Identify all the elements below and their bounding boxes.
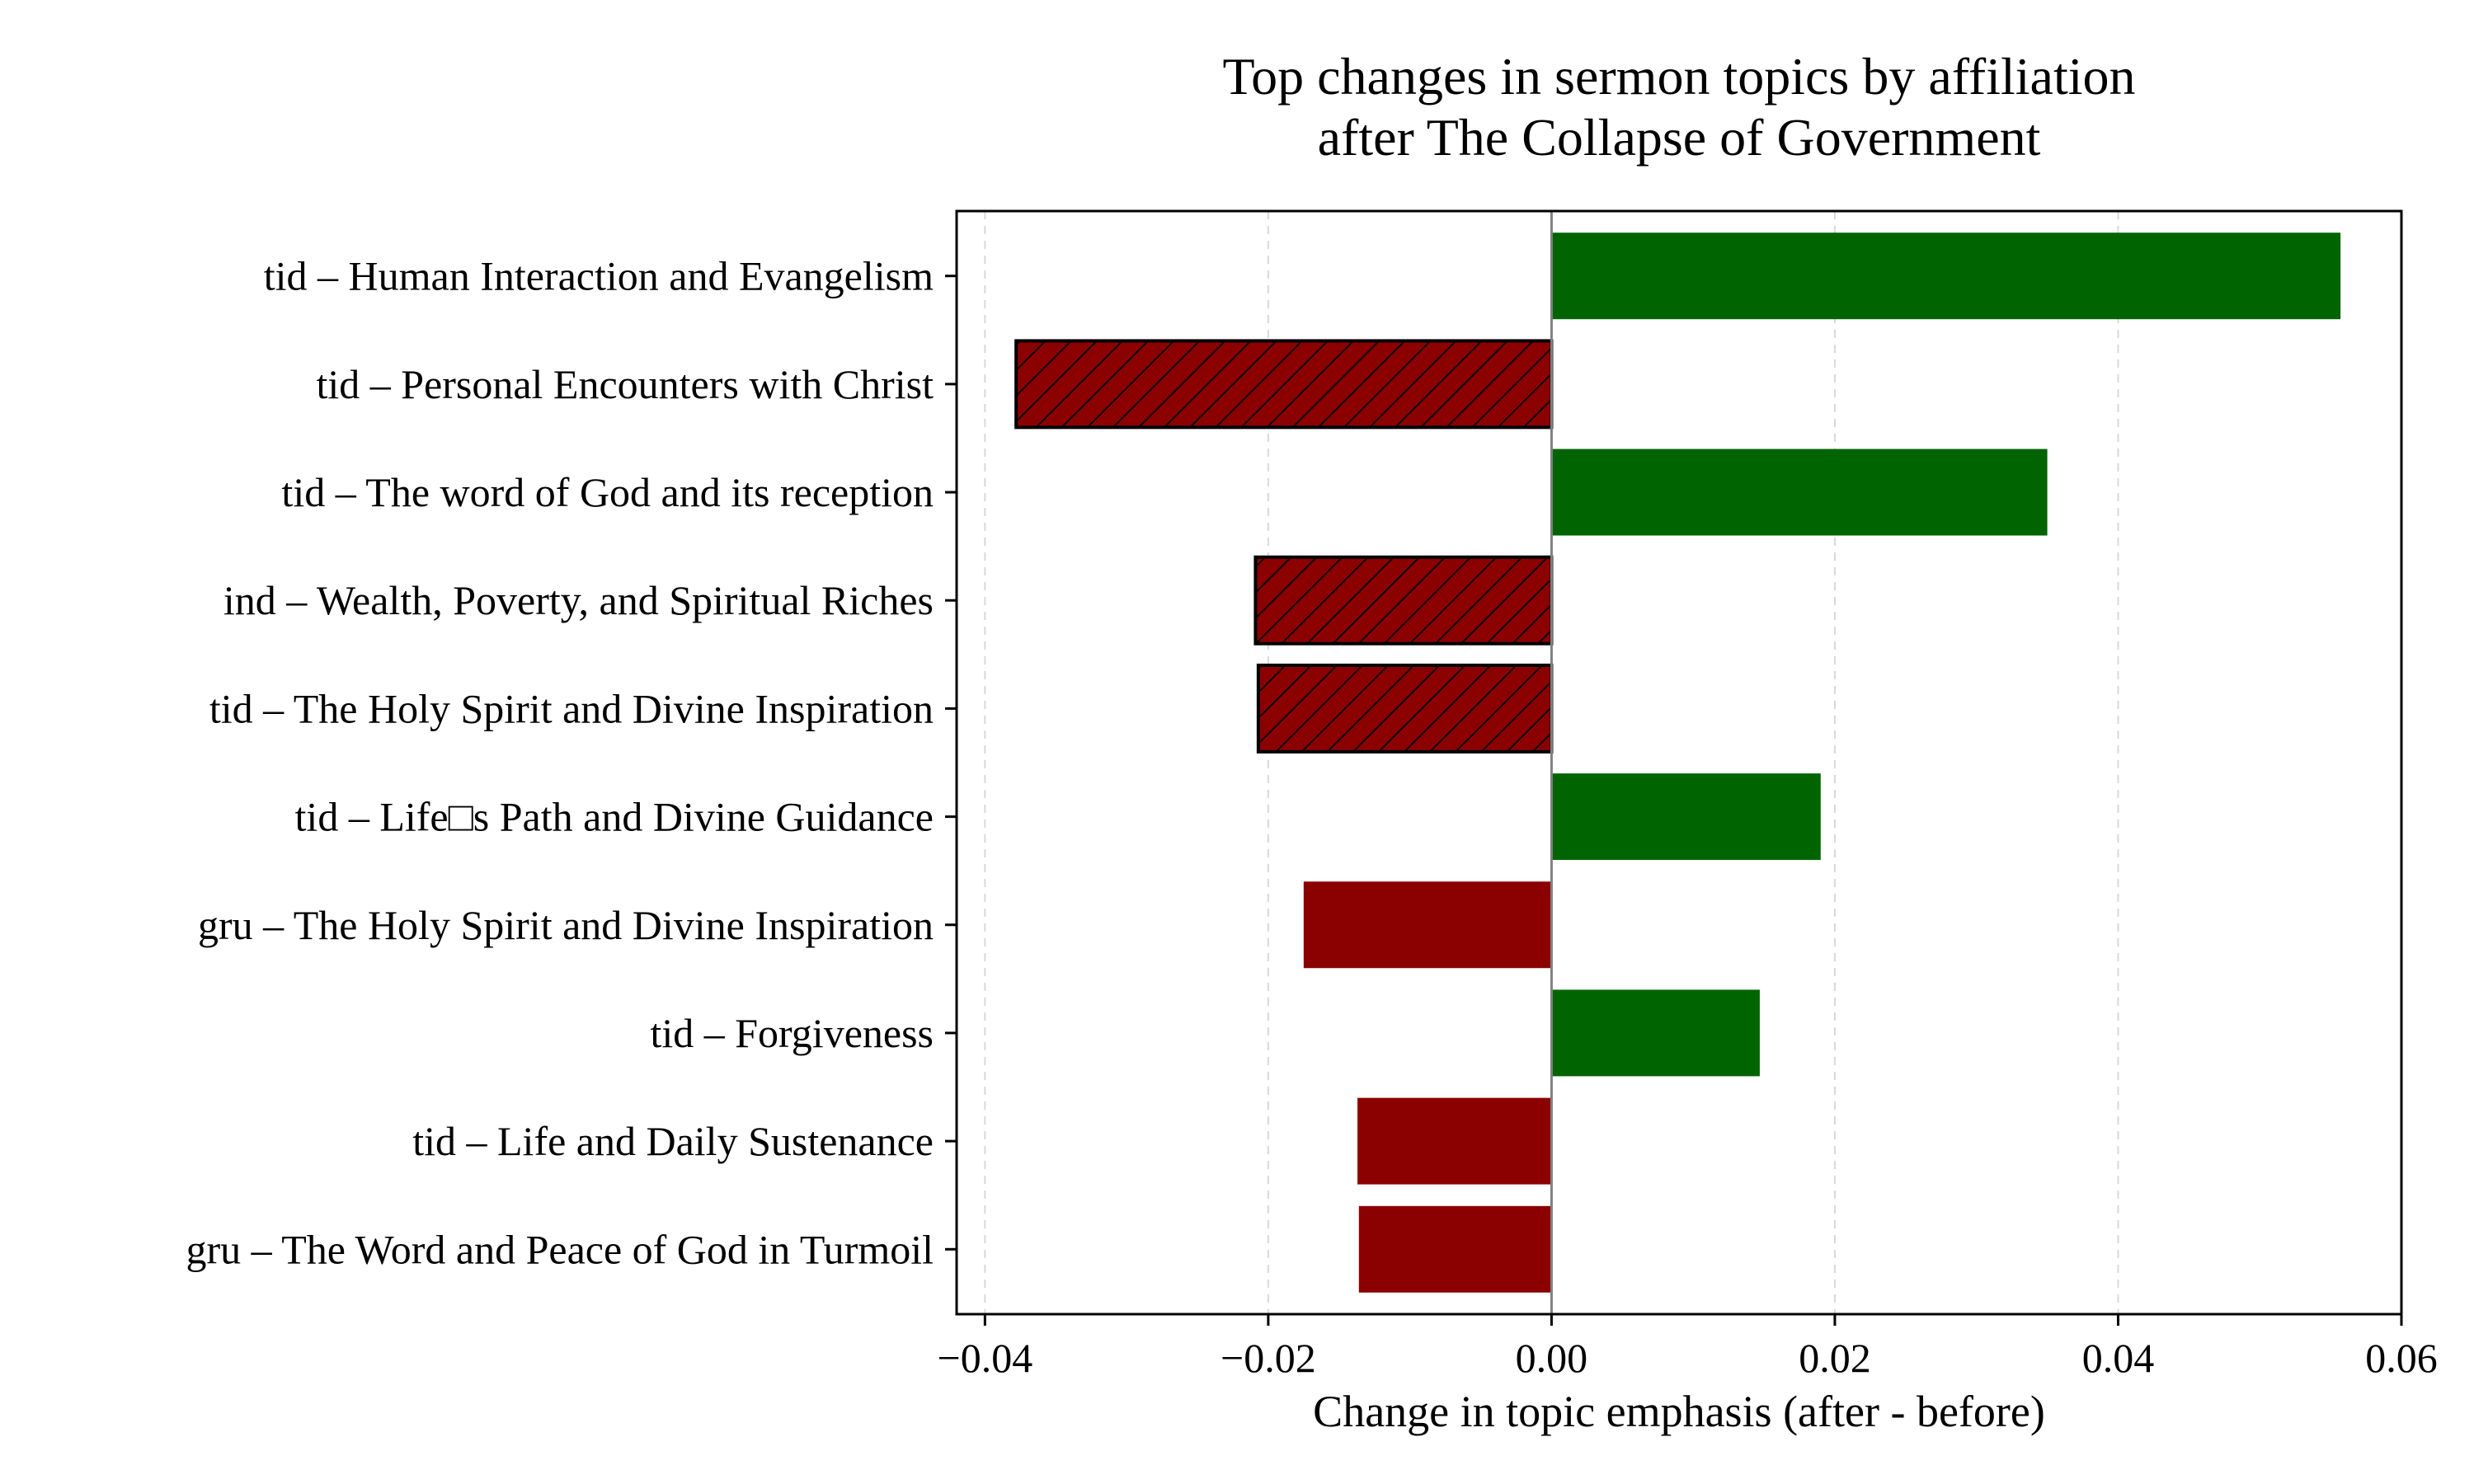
bar <box>1551 448 2048 536</box>
category-label: tid – The word of God and its reception <box>281 469 934 515</box>
x-tick-label: 0.02 <box>1799 1335 1871 1381</box>
y-axis: tid – Human Interaction and Evangelism ti… <box>186 253 957 1272</box>
x-tick-label: 0.00 <box>1516 1335 1588 1381</box>
category-label: tid – The Holy Spirit and Divine Inspira… <box>209 685 934 731</box>
x-tick-label: −0.04 <box>938 1335 1033 1381</box>
category-label: tid – Life and Daily Sustenance <box>412 1118 934 1164</box>
bar <box>1551 232 2341 320</box>
chart-title-line: after The Collapse of Government <box>1318 108 2041 167</box>
bar <box>1253 555 1554 646</box>
chart-title-line: Top changes in sermon topics by affiliat… <box>1223 47 2136 106</box>
bar <box>1303 881 1552 969</box>
plot-frame <box>955 209 2403 1316</box>
category-label: tid – Forgiveness <box>650 1010 934 1056</box>
bar <box>1551 773 1821 861</box>
bar <box>1551 989 1760 1077</box>
bars <box>1014 232 2341 1293</box>
chart-title: Top changes in sermon topics by affiliat… <box>1223 47 2136 167</box>
bar <box>1256 663 1554 754</box>
x-tick-label: 0.06 <box>2365 1335 2438 1381</box>
bar <box>1357 1097 1552 1185</box>
category-label: tid – Life□s Path and Divine Guidance <box>295 794 934 840</box>
x-tick-label: 0.04 <box>2082 1335 2155 1381</box>
bar <box>1358 1205 1552 1293</box>
category-label: ind – Wealth, Poverty, and Spiritual Ric… <box>223 577 934 623</box>
x-axis: −0.04 −0.02 0.00 0.02 0.04 0.06 <box>938 1314 2438 1381</box>
x-tick-label: −0.02 <box>1221 1335 1316 1381</box>
category-label: tid – Human Interaction and Evangelism <box>264 253 934 299</box>
x-axis-label: Change in topic emphasis (after - before… <box>1313 1387 2045 1436</box>
category-label: gru – The Word and Peace of God in Turmo… <box>186 1226 934 1272</box>
category-label: gru – The Holy Spirit and Divine Inspira… <box>198 902 934 948</box>
category-label: tid – Personal Encounters with Christ <box>316 361 934 407</box>
bar <box>1014 339 1554 430</box>
